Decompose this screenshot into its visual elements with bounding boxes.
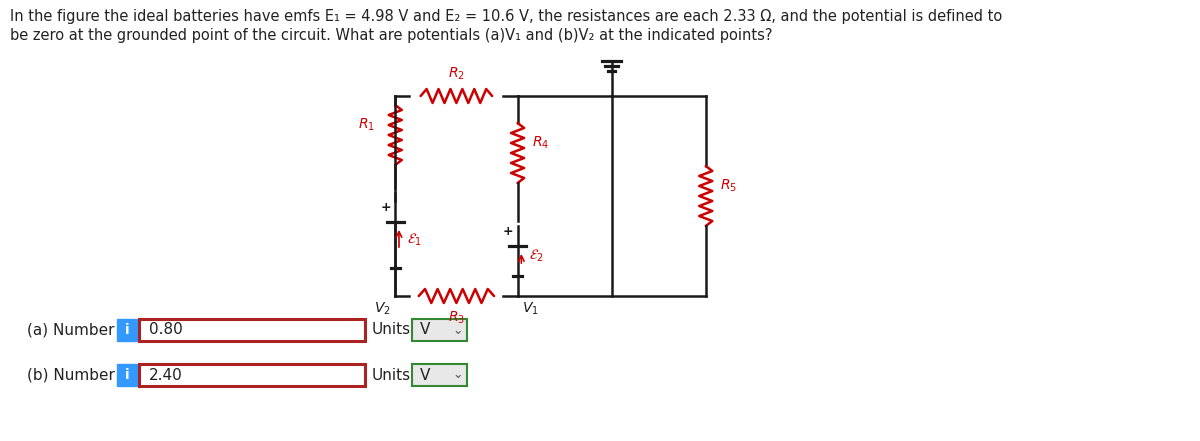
Text: $R_2$: $R_2$ bbox=[448, 66, 464, 82]
Text: $V_2$: $V_2$ bbox=[374, 301, 390, 318]
Text: 0.80: 0.80 bbox=[149, 322, 182, 337]
Text: ⌄: ⌄ bbox=[452, 369, 462, 381]
Text: In the figure the ideal batteries have emfs E₁ = 4.98 V and E₂ = 10.6 V, the res: In the figure the ideal batteries have e… bbox=[11, 9, 1003, 24]
Text: i: i bbox=[125, 368, 130, 382]
Text: be zero at the grounded point of the circuit. What are potentials (a)V₁ and (b)V: be zero at the grounded point of the cir… bbox=[11, 28, 773, 43]
Text: V: V bbox=[420, 322, 430, 337]
Text: 2.40: 2.40 bbox=[149, 367, 182, 382]
Text: $R_3$: $R_3$ bbox=[448, 310, 464, 326]
FancyBboxPatch shape bbox=[139, 364, 365, 386]
Text: Units: Units bbox=[371, 322, 410, 337]
Text: $R_5$: $R_5$ bbox=[720, 178, 737, 194]
Text: $\mathcal{E}_1$: $\mathcal{E}_1$ bbox=[407, 232, 421, 248]
Text: $R_4$: $R_4$ bbox=[532, 135, 548, 151]
Text: Units: Units bbox=[371, 367, 410, 382]
FancyBboxPatch shape bbox=[116, 319, 137, 341]
Text: i: i bbox=[125, 323, 130, 337]
Text: (b) Number: (b) Number bbox=[26, 367, 115, 382]
FancyBboxPatch shape bbox=[116, 364, 137, 386]
Text: V: V bbox=[420, 367, 430, 382]
Text: +: + bbox=[380, 201, 391, 214]
FancyBboxPatch shape bbox=[139, 319, 365, 341]
FancyBboxPatch shape bbox=[412, 364, 467, 386]
Text: $R_1$: $R_1$ bbox=[358, 117, 374, 133]
Text: ⌄: ⌄ bbox=[452, 324, 462, 336]
Text: $V_1$: $V_1$ bbox=[522, 301, 539, 318]
Text: (a) Number: (a) Number bbox=[28, 322, 115, 337]
Text: +: + bbox=[503, 225, 514, 238]
FancyBboxPatch shape bbox=[412, 319, 467, 341]
Text: $\mathcal{E}_2$: $\mathcal{E}_2$ bbox=[529, 248, 544, 264]
